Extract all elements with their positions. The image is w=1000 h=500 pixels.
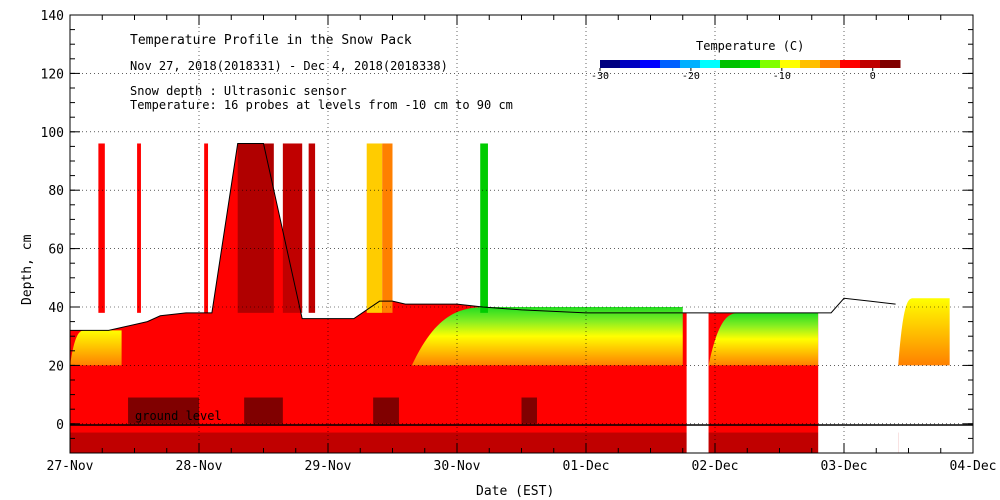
axis-ticks: 0 20 40 60 80 100 120 140 27-Nov 28-Nov 29-Nov 30-N…: [41, 9, 997, 474]
colorbar-swatch: [800, 60, 821, 68]
colorbar-swatch: [840, 60, 861, 68]
y-tick-label: 100: [41, 126, 64, 141]
spike-column: [282, 143, 303, 313]
colorbar-swatch: [680, 60, 701, 68]
colorbar-swatch: [720, 60, 741, 68]
x-tick-label: 04-Dec: [950, 459, 997, 474]
ground-block: [521, 397, 537, 424]
temperature-region-cold-top-30nov: [411, 307, 683, 366]
temperature-heatmap: [70, 15, 973, 453]
ground-block: [373, 397, 399, 424]
colorbar-swatch: [740, 60, 761, 68]
y-tick-label: 140: [41, 9, 64, 24]
annotation-snow-depth: Snow depth : Ultrasonic sensor: [130, 84, 347, 98]
y-tick-label: 0: [56, 418, 64, 433]
temperature-region-cool-top-27nov: [70, 330, 122, 366]
soil-layer: [70, 432, 899, 453]
chart-subtitle: Nov 27, 2018(2018331) - Dec 4, 2018(2018…: [130, 59, 448, 73]
x-tick-label: 27-Nov: [47, 459, 94, 474]
y-tick-label: 80: [48, 184, 64, 199]
spike-column: [382, 143, 393, 313]
y-tick-label: 60: [48, 243, 64, 258]
y-tick-label: 20: [48, 359, 64, 374]
annotation-temperature: Temperature: 16 probes at levels from -1…: [130, 98, 513, 112]
colorbar-swatch: [660, 60, 681, 68]
spike-column: [237, 143, 274, 313]
spike-column: [308, 143, 316, 313]
colorbar-swatch: [820, 60, 841, 68]
ground-level-label: ground level: [135, 409, 222, 423]
snow-depth-line: [70, 142, 896, 331]
data-gap: [818, 15, 899, 453]
colorbar-tick-label: -20: [682, 71, 700, 82]
temperature-region-cold-top-01dec: [708, 312, 819, 366]
colorbar-swatch: [760, 60, 781, 68]
spike-column: [137, 143, 141, 313]
colorbar-swatch: [880, 60, 901, 68]
x-tick-label: 28-Nov: [176, 459, 223, 474]
spike-column: [480, 143, 488, 313]
data-gap: [686, 15, 709, 453]
y-tick-label: 40: [48, 301, 64, 316]
colorbar-tick-label: 0: [870, 71, 876, 82]
ground-block: [128, 397, 199, 424]
colorbar-label: Temperature (C): [696, 39, 804, 53]
colorbar-swatch: [700, 60, 721, 68]
y-tick-label: 120: [41, 67, 64, 82]
spike-column: [366, 143, 383, 313]
colorbar-swatch: [620, 60, 641, 68]
colorbar-tick-label: -10: [773, 71, 791, 82]
ground-block: [244, 397, 283, 424]
temperature-region-cool-top-03dec: [898, 298, 950, 366]
colorbar-swatch: [640, 60, 661, 68]
x-axis-label: Date (EST): [476, 484, 554, 499]
colorbar-swatch: [600, 60, 621, 68]
x-tick-label: 01-Dec: [563, 459, 610, 474]
chart-title: Temperature Profile in the Snow Pack: [130, 33, 412, 48]
colorbar-swatch: [780, 60, 801, 68]
x-tick-label: 03-Dec: [821, 459, 868, 474]
colorbar-swatch: [860, 60, 881, 68]
spike-column: [204, 143, 209, 313]
y-axis-label: Depth, cm: [20, 234, 35, 305]
temperature-colorbar: -30 -20 -10 0: [591, 60, 901, 82]
colorbar-tick-label: -30: [591, 71, 609, 82]
no-data-region: [949, 15, 973, 453]
x-tick-label: 29-Nov: [305, 459, 352, 474]
x-tick-label: 30-Nov: [434, 459, 481, 474]
x-tick-label: 02-Dec: [692, 459, 739, 474]
spike-column: [98, 143, 105, 313]
